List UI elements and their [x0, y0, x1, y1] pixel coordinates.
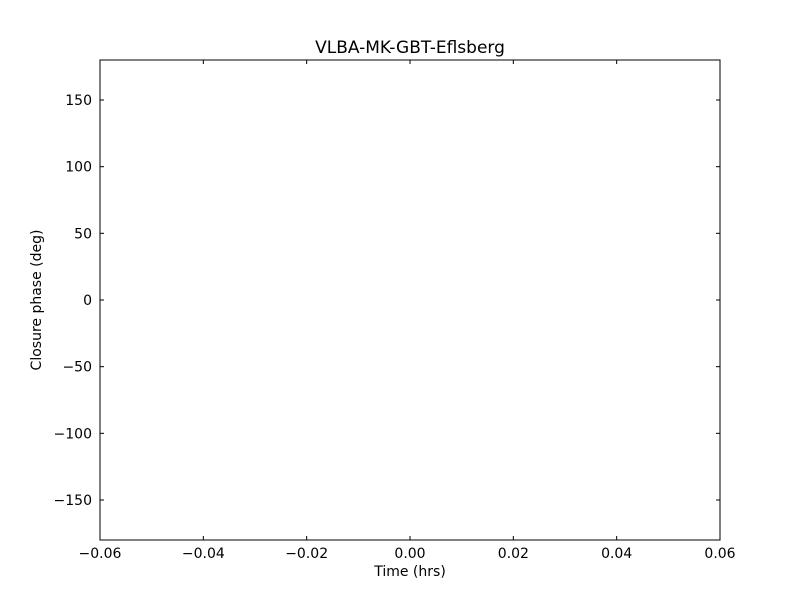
chart-title: VLBA-MK-GBT-Eflsberg	[315, 38, 505, 58]
x-tick-label: −0.02	[285, 546, 328, 562]
x-tick-label: 0.04	[601, 546, 632, 562]
y-axis-label: Closure phase (deg)	[29, 230, 45, 371]
x-axis-label: Time (hrs)	[373, 564, 446, 580]
y-tick-label: −100	[54, 426, 92, 442]
y-tick-label: 0	[83, 293, 92, 309]
y-tick-label: 100	[65, 160, 92, 176]
x-tick-label: −0.04	[182, 546, 225, 562]
y-tick-label: 50	[74, 226, 92, 242]
x-tick-label: −0.06	[79, 546, 122, 562]
plot-area	[99, 59, 721, 541]
x-tick-label: 0.02	[498, 546, 529, 562]
x-tick-label: 0.00	[394, 546, 425, 562]
y-tick-label: −50	[62, 360, 92, 376]
y-tick-label: −150	[54, 493, 92, 509]
y-tick-label: 150	[65, 93, 92, 109]
x-tick-label: 0.06	[704, 546, 735, 562]
